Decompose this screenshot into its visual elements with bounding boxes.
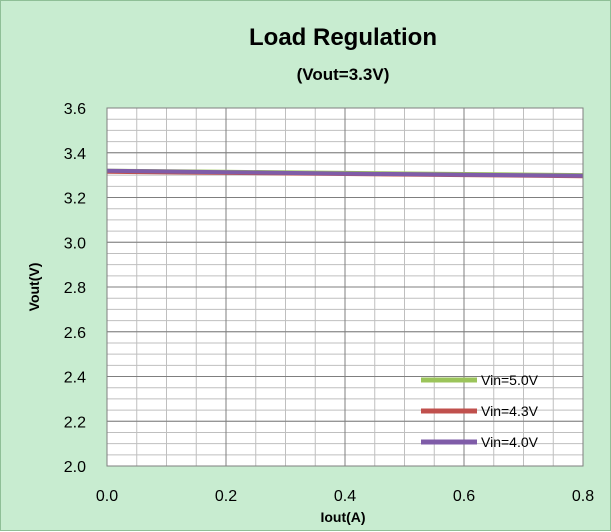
series-lines	[106, 168, 584, 179]
y-axis-label: Vout(V)	[26, 263, 42, 312]
y-tick-label: 3.6	[64, 101, 86, 118]
x-tick-label: 0.8	[572, 488, 594, 505]
chart-subtitle: (Vout=3.3V)	[297, 65, 390, 84]
y-tick-label: 2.0	[64, 459, 86, 476]
y-tick-label: 2.6	[64, 325, 86, 342]
x-tick-label: 0.4	[334, 488, 356, 505]
chart-title: Load Regulation	[249, 24, 437, 51]
y-tick-label: 2.8	[64, 280, 86, 297]
x-tick-labels: 0.0 0.2 0.4 0.6 0.8	[96, 488, 594, 505]
legend: Vin=5.0V Vin=4.3V Vin=4.0V	[421, 372, 539, 450]
y-tick-labels: 2.0 2.2 2.4 2.6 2.8 3.0 3.2 3.4 3.6	[64, 101, 86, 476]
y-tick-label: 2.4	[64, 370, 86, 387]
plot-border	[106, 107, 584, 467]
legend-label: Vin=4.0V	[481, 434, 539, 450]
y-tick-label: 3.2	[64, 191, 86, 208]
x-tick-label: 0.6	[453, 488, 475, 505]
x-tick-label: 0.2	[215, 488, 237, 505]
x-tick-label: 0.0	[96, 488, 118, 505]
series-line-3	[106, 168, 584, 178]
y-tick-label: 3.4	[64, 146, 86, 163]
legend-label: Vin=4.3V	[481, 403, 539, 419]
x-axis-label: Iout(A)	[320, 509, 365, 525]
legend-label: Vin=5.0V	[481, 372, 539, 388]
y-tick-label: 2.2	[64, 414, 86, 431]
y-tick-label: 3.0	[64, 235, 86, 252]
